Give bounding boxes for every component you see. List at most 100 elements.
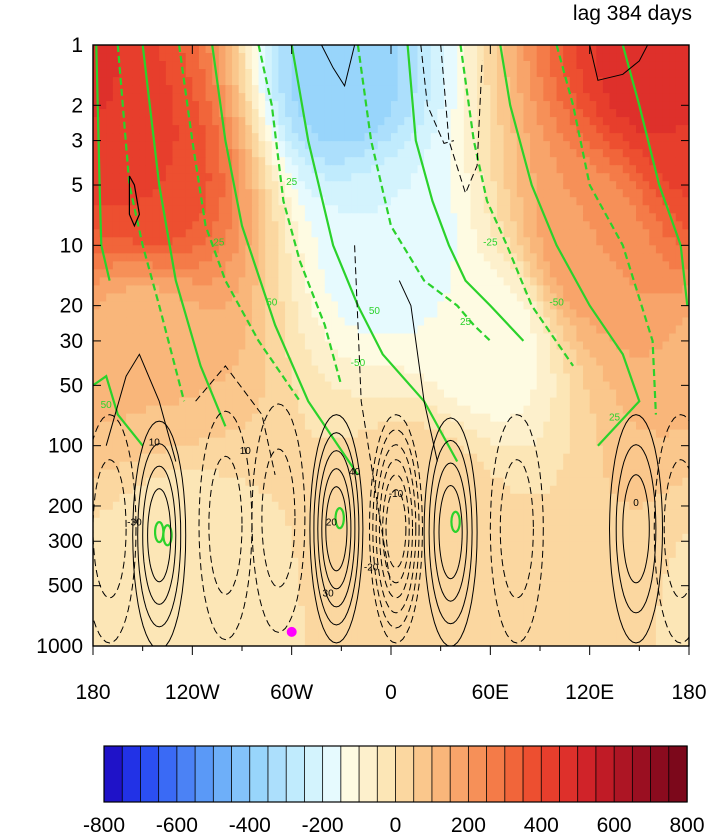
shade-cell (450, 261, 458, 270)
shade-cell (583, 61, 591, 70)
shade-cell (324, 381, 332, 391)
shade-cell (397, 349, 405, 359)
shade-cell (490, 285, 498, 295)
shade-cell (132, 333, 140, 343)
shade-cell (205, 125, 213, 134)
shade-cell (549, 141, 558, 150)
shade-cell (410, 157, 419, 166)
shade-cell (165, 341, 174, 351)
shade-cell (331, 445, 339, 455)
shade-cell (99, 429, 107, 439)
shade-cell (424, 85, 432, 94)
shade-cell (404, 197, 412, 206)
shade-cell (490, 461, 498, 471)
shade-cell (265, 293, 273, 303)
shade-cell (112, 277, 121, 286)
shade-cell (351, 485, 359, 495)
shade-cell (271, 229, 280, 238)
shade-cell (357, 261, 366, 270)
shade-cell (622, 413, 630, 423)
shade-cell (496, 269, 505, 278)
shade-cell (596, 53, 604, 62)
shade-cell (145, 109, 154, 118)
shade-cell (430, 293, 438, 303)
shade-cell (596, 429, 604, 439)
shade-cell (417, 101, 425, 110)
shade-cell (496, 69, 505, 78)
shade-cell (258, 109, 266, 118)
shade-cell (602, 141, 611, 150)
shade-cell (609, 325, 617, 335)
shade-cell (569, 461, 578, 471)
shade-cell (530, 397, 538, 407)
shade-cell (152, 477, 160, 487)
shade-cell (318, 93, 326, 102)
shade-cell (344, 101, 352, 110)
shade-cell (563, 109, 571, 118)
shade-cell (543, 285, 551, 295)
shade-cell (245, 285, 253, 295)
shade-cell (139, 85, 147, 94)
shade-cell (490, 245, 498, 254)
shade-cell (278, 261, 286, 270)
shade-cell (430, 213, 438, 222)
shade-cell (324, 213, 332, 222)
shade-cell (172, 309, 180, 319)
shade-cell (424, 149, 432, 158)
shade-cell (596, 181, 604, 190)
shade-cell (258, 301, 266, 311)
shade-cell (430, 69, 438, 78)
shade-cell (616, 133, 624, 142)
shade-cell (278, 317, 286, 327)
shade-cell (662, 261, 670, 270)
shade-cell (616, 101, 624, 110)
shade-cell (139, 405, 147, 415)
shade-cell (132, 245, 140, 254)
shade-cell (218, 229, 227, 238)
shade-cell (530, 157, 538, 166)
shade-cell (583, 333, 591, 343)
shade-cell (430, 157, 438, 166)
shade-cell (278, 269, 286, 278)
shade-cell (384, 389, 392, 399)
shade-cell (93, 173, 101, 182)
shade-cell (576, 125, 584, 134)
shade-cell (616, 405, 624, 415)
shade-cell (285, 69, 293, 78)
shade-cell (675, 93, 683, 102)
shade-cell (238, 77, 246, 86)
shade-cell (218, 245, 227, 254)
shade-cell (384, 277, 392, 286)
shade-cell (324, 173, 332, 182)
shade-cell (159, 101, 167, 110)
shade-cell (463, 477, 472, 487)
shade-cell (583, 117, 591, 126)
shade-cell (291, 205, 299, 214)
shade-cell (616, 437, 624, 447)
shade-cell (291, 469, 299, 479)
shade-cell (324, 277, 332, 286)
shade-cell (443, 101, 452, 110)
shade-cell (119, 237, 127, 246)
shade-cell (357, 389, 366, 399)
shade-cell (285, 93, 293, 102)
shade-cell (410, 413, 419, 423)
shade-cell (649, 413, 657, 423)
shade-cell (443, 365, 452, 375)
shade-cell (530, 413, 538, 423)
shade-cell (496, 477, 505, 487)
shade-cell (377, 389, 385, 399)
shade-cell (93, 237, 101, 246)
shade-cell (198, 213, 207, 222)
shade-cell (629, 221, 637, 230)
shade-cell (669, 69, 677, 78)
shade-cell (324, 77, 332, 86)
shade-cell (291, 405, 299, 415)
shade-cell (483, 77, 491, 86)
shade-cell (563, 181, 571, 190)
shade-cell (198, 165, 207, 174)
shade-cell (450, 109, 458, 118)
shade-cell (636, 413, 644, 423)
shade-cell (364, 317, 372, 327)
shade-cell (145, 325, 154, 335)
